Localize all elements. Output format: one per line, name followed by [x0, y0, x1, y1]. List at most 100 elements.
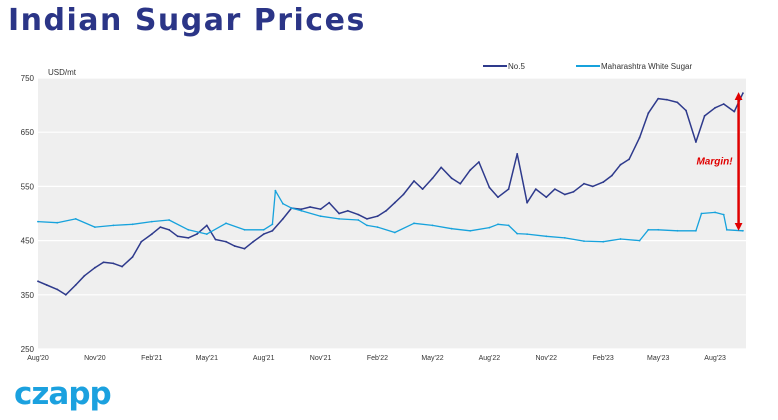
- data-point: [271, 223, 274, 226]
- data-point: [393, 201, 396, 204]
- data-point: [366, 218, 368, 220]
- data-point: [196, 233, 198, 236]
- data-point: [319, 215, 322, 218]
- gridlines: [38, 77, 746, 350]
- data-point: [262, 228, 265, 231]
- data-point: [205, 224, 208, 227]
- data-point: [572, 190, 575, 193]
- data-point: [714, 211, 716, 214]
- data-point: [619, 163, 622, 166]
- data-point: [131, 223, 134, 226]
- data-point: [64, 293, 67, 296]
- data-point: [666, 98, 668, 101]
- data-point: [638, 239, 641, 242]
- data-point: [83, 274, 86, 277]
- data-point: [282, 202, 284, 205]
- data-point: [328, 201, 331, 204]
- data-point: [516, 232, 519, 235]
- data-point: [583, 182, 585, 185]
- data-point: [385, 209, 387, 212]
- x-tick-label: Aug'23: [704, 355, 726, 362]
- data-point: [357, 213, 360, 216]
- data-point: [357, 219, 360, 221]
- series-line: [37, 92, 744, 296]
- data-point: [602, 181, 605, 184]
- data-point: [507, 188, 510, 191]
- x-tick-label: Nov'21: [310, 355, 332, 362]
- data-point: [583, 240, 585, 243]
- y-axis: 250 350 450 550 650 750: [21, 74, 35, 354]
- data-point: [742, 92, 744, 95]
- data-point: [187, 228, 190, 231]
- x-tick-label: Feb'21: [141, 355, 162, 362]
- data-point: [469, 169, 472, 172]
- data-point: [274, 189, 277, 192]
- data-point: [722, 213, 725, 216]
- data-point: [647, 112, 650, 115]
- x-tick-label: Nov'22: [535, 355, 557, 362]
- x-tick-label: May'21: [196, 355, 218, 362]
- data-point: [516, 153, 519, 155]
- data-point: [402, 193, 405, 196]
- data-point: [676, 229, 679, 232]
- y-tick-label: 450: [21, 237, 35, 246]
- data-point: [413, 180, 415, 182]
- legend-label-maharashtra: Maharashtra White Sugar: [601, 62, 692, 71]
- y-tick-label: 350: [21, 291, 35, 300]
- x-tick-label: Aug'20: [27, 355, 49, 362]
- data-point: [366, 224, 368, 227]
- data-point: [602, 240, 605, 243]
- data-point: [450, 227, 453, 230]
- data-point: [168, 219, 171, 221]
- data-point: [545, 235, 548, 238]
- data-point: [94, 266, 96, 269]
- data-point: [488, 186, 491, 189]
- data-point: [225, 222, 227, 225]
- data-point: [319, 208, 322, 211]
- x-tick-label: May'22: [421, 355, 443, 362]
- data-point: [657, 97, 660, 100]
- data-point: [187, 237, 190, 239]
- data-point: [628, 158, 630, 161]
- data-point: [37, 220, 39, 223]
- data-point: [243, 228, 246, 231]
- data-point: [534, 188, 537, 191]
- series-layer: [37, 92, 744, 296]
- data-point: [459, 182, 462, 185]
- data-point: [733, 110, 736, 113]
- margin-annotation: Margin!: [696, 92, 743, 231]
- data-point: [290, 207, 293, 210]
- x-tick-label: Aug'21: [253, 355, 275, 362]
- data-point: [112, 262, 115, 265]
- x-tick-label: Aug'22: [479, 355, 501, 362]
- data-point: [376, 215, 379, 218]
- data-point: [56, 221, 59, 224]
- data-point: [657, 228, 660, 231]
- data-point: [703, 115, 706, 117]
- data-point: [225, 240, 227, 243]
- y-tick-label: 750: [21, 74, 35, 83]
- data-point: [393, 231, 396, 234]
- data-point: [282, 218, 284, 220]
- legend: No.5 Maharashtra White Sugar: [483, 62, 692, 71]
- x-tick-label: May'23: [647, 355, 669, 362]
- data-point: [214, 238, 217, 241]
- data-point: [74, 218, 77, 220]
- y-tick-label: 650: [21, 128, 35, 137]
- y-unit-label: USD/mt: [48, 68, 77, 77]
- x-axis: Aug'20 Nov'20 Feb'21 May'21 Aug'21 Nov'21 Feb'…: [27, 355, 726, 362]
- data-point: [450, 177, 453, 180]
- y-tick-label: 550: [21, 182, 35, 191]
- data-point: [742, 229, 744, 232]
- data-point: [431, 224, 434, 227]
- data-point: [94, 226, 96, 229]
- data-point: [102, 261, 105, 264]
- plot-area: [38, 78, 746, 349]
- data-point: [714, 106, 716, 109]
- data-point: [497, 196, 499, 199]
- y-tick-label: 250: [21, 345, 35, 354]
- data-point: [346, 209, 349, 212]
- data-point: [413, 222, 415, 225]
- data-point: [150, 233, 153, 236]
